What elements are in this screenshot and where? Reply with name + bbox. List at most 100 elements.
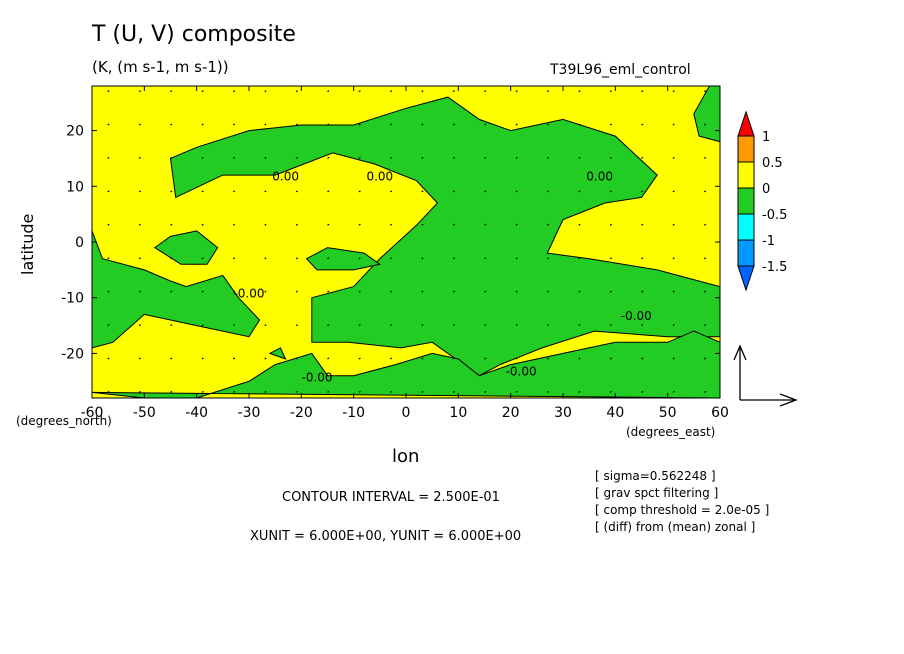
wind-vector [515, 156, 518, 159]
x-tick-label: 60 [711, 405, 729, 421]
wind-vector [515, 324, 518, 327]
wind-vector [452, 257, 455, 260]
wind-vector [170, 390, 173, 393]
axes-layer: -60 -50 -40 -30 -20 -10 0 10 20 30 40 50 60 20 10 0 -10 -… [61, 86, 729, 421]
wind-vector [452, 190, 455, 193]
wind-vector [546, 156, 550, 159]
wind-vector [484, 390, 487, 393]
wind-vector [295, 357, 298, 360]
wind-vector [578, 190, 581, 193]
wind-vector [703, 123, 707, 126]
y-tick-label: 20 [66, 124, 84, 140]
contour-label: 0.00 [272, 170, 299, 184]
wind-vector [609, 357, 612, 360]
colorbar-bin [737, 110, 755, 137]
wind-vector [421, 156, 424, 159]
wind-vector [484, 123, 487, 126]
wind-vector [703, 257, 707, 260]
wind-vector [201, 290, 204, 293]
wind-vector [703, 90, 707, 93]
note-line: [ comp threshold = 2.0e-05 ] [595, 503, 770, 517]
y-tick-label: -10 [61, 291, 84, 307]
wind-vector [264, 357, 267, 360]
wind-vector [703, 156, 707, 159]
wind-vector [515, 390, 518, 393]
contour-label: -0.00 [302, 370, 333, 384]
wind-vector [138, 257, 141, 260]
wind-vector [264, 156, 267, 159]
wind-vector [107, 290, 110, 293]
wind-vector [138, 156, 141, 159]
wind-vector [295, 156, 298, 159]
contour-labels: 0.00 0.00 0.00 -0.00 -0.00 -0.00 -0.00 [233, 170, 651, 385]
wind-vector [515, 223, 518, 226]
wind-vector [578, 290, 581, 293]
wind-vector [107, 324, 110, 327]
unit-scale: XUNIT = 6.000E+00, YUNIT = 6.000E+00 [250, 529, 522, 544]
y-tick-label: 0 [75, 235, 84, 251]
wind-vector [201, 257, 204, 260]
wind-vector [421, 90, 424, 93]
negative-region-south-band [92, 330, 720, 398]
wind-vector [672, 123, 675, 126]
wind-vector [358, 290, 361, 293]
wind-vector [201, 156, 204, 159]
x-tick-label: 10 [449, 405, 467, 421]
wind-vector [484, 90, 487, 93]
wind-vector [703, 357, 707, 360]
wind-vector [452, 390, 455, 393]
wind-vector [546, 390, 550, 393]
wind-vector [327, 357, 330, 360]
colorbar: 1 0.5 0 -0.5 -1 -1.5 [737, 110, 787, 292]
contour-interval: CONTOUR INTERVAL = 2.500E-01 [282, 490, 500, 505]
contour-label: -0.00 [621, 309, 652, 323]
wind-vector [609, 390, 612, 393]
wind-vector [232, 290, 236, 293]
wind-vector [232, 156, 236, 159]
wind-vector [389, 123, 393, 126]
wind-vector [389, 90, 393, 93]
wind-vector [295, 190, 298, 193]
negative-region-west-band [92, 230, 261, 349]
wind-vector [170, 223, 173, 226]
wind-vector [515, 123, 518, 126]
contour-label: -0.00 [233, 287, 264, 301]
wind-vector [578, 90, 581, 93]
x-tick-label: -60 [81, 405, 104, 421]
wind-vector [264, 123, 267, 126]
wind-vector [201, 90, 204, 93]
wind-vector [389, 223, 393, 226]
note-line: [ sigma=0.562248 ] [595, 469, 716, 483]
wind-vector [264, 190, 267, 193]
colorbar-label: -1.5 [762, 260, 787, 275]
wind-vector [358, 156, 361, 159]
wind-vector [578, 390, 581, 393]
wind-vector [358, 123, 361, 126]
wind-vector [232, 90, 236, 93]
wind-vector [138, 223, 141, 226]
wind-vector [452, 90, 455, 93]
wind-vector [358, 190, 361, 193]
wind-vector [641, 156, 644, 159]
wind-vector [546, 324, 550, 327]
wind-vector [421, 123, 424, 126]
wind-vector [672, 390, 675, 393]
wind-vector [672, 223, 675, 226]
wind-vector [295, 390, 298, 393]
negative-region-central-blob [305, 247, 382, 271]
wind-vector [264, 90, 267, 93]
wind-vector [578, 357, 581, 360]
wind-vector [358, 90, 361, 93]
wind-vector [609, 90, 612, 93]
wind-vector [358, 324, 361, 327]
wind-vector [232, 190, 236, 193]
wind-vector [672, 357, 675, 360]
wind-vector [515, 90, 518, 93]
chart-subtitle: (K, (m s-1, m s-1)) [92, 58, 229, 76]
wind-vector [578, 123, 581, 126]
wind-vector [232, 357, 236, 360]
wind-vector [170, 90, 173, 93]
colorbar-label: 1 [762, 130, 770, 145]
wind-vector [546, 257, 550, 260]
